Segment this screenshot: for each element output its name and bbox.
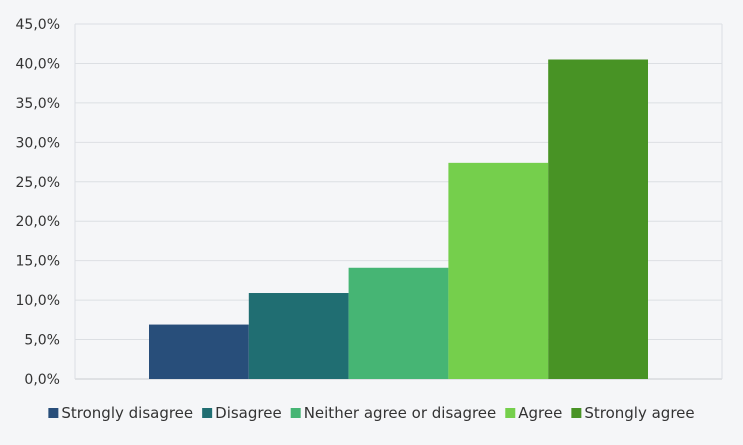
legend-swatch — [290, 408, 301, 418]
bar-strongly-disagree — [149, 324, 249, 379]
legend-label: Agree — [518, 404, 562, 422]
plot-area: 0,0% 5,0% 10,0% 15,0% 20,0% 25,0% 30,0% 35,0% 40… — [16, 17, 723, 388]
legend-label: Strongly disagree — [61, 404, 193, 422]
y-tick-label: 30,0% — [16, 135, 60, 151]
bar-disagree — [248, 293, 349, 379]
bars — [149, 59, 648, 379]
y-tick-label: 10,0% — [16, 293, 60, 309]
legend-label: Disagree — [215, 404, 282, 422]
legend-swatch — [48, 408, 59, 418]
bar-strongly-agree — [548, 59, 648, 379]
bar-agree — [448, 162, 549, 379]
y-tick-label: 0,0% — [24, 372, 60, 388]
legend: Strongly disagree Disagree Neither agree o… — [48, 404, 695, 422]
y-tick-label: 15,0% — [16, 254, 60, 270]
legend-label: Neither agree or disagree — [304, 404, 497, 422]
y-tick-label: 45,0% — [16, 17, 60, 33]
legend-swatch — [202, 408, 213, 418]
bar-neither-agree-or-disagree — [348, 267, 449, 379]
legend-label: Strongly agree — [584, 404, 694, 422]
y-tick-label: 5,0% — [24, 333, 60, 349]
y-tick-label: 25,0% — [16, 175, 60, 191]
legend-swatch — [505, 408, 516, 418]
y-axis: 0,0% 5,0% 10,0% 15,0% 20,0% 25,0% 30,0% 35,0% 40… — [16, 17, 60, 388]
y-tick-label: 20,0% — [16, 214, 60, 230]
y-tick-label: 35,0% — [16, 96, 60, 112]
y-tick-label: 40,0% — [16, 56, 60, 72]
legend-swatch — [571, 408, 582, 418]
